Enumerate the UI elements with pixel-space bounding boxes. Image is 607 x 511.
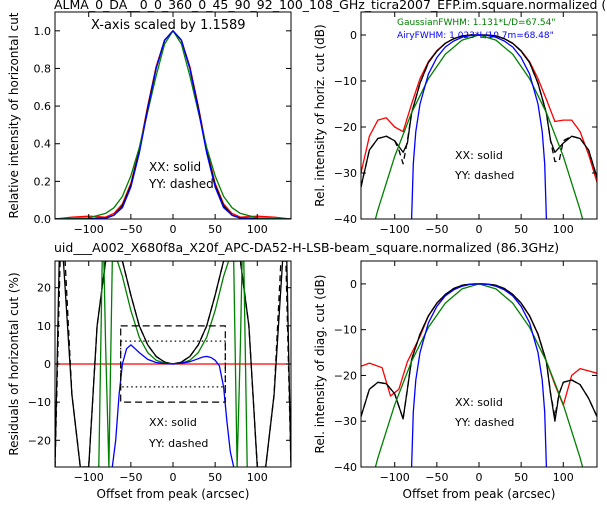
y-tick-label: −10	[28, 396, 51, 409]
y-tick-label: −20	[334, 369, 357, 382]
figure-title-top: ALMA_0_DA__0_0_360_0_45_90_92_100_108_GH…	[54, 0, 606, 12]
y-tick-label: −40	[334, 461, 357, 474]
y-tick-label: −30	[334, 415, 357, 428]
annotation: YY: dashed	[454, 169, 514, 182]
x-axis-label: Offset from peak (arcsec)	[403, 487, 556, 501]
series-line-blue-solid	[111, 344, 235, 467]
y-axis-label: Rel. intensity of diag. cut (dB)	[313, 275, 327, 454]
y-tick-label: 1.0	[34, 25, 52, 38]
y-tick-label: 0	[350, 29, 357, 42]
y-tick-label: −10	[334, 75, 357, 88]
y-tick-label: 10	[37, 320, 51, 333]
x-tick-label: −50	[119, 471, 142, 484]
y-tick-label: 0.6	[34, 100, 52, 113]
y-tick-label: −30	[334, 167, 357, 180]
annotation: X-axis scaled by 1.1589	[91, 18, 246, 33]
annotation: YY: dashed	[148, 177, 214, 191]
axes-frame	[360, 11, 598, 220]
y-tick-label: 0.8	[34, 62, 52, 75]
x-tick-label: −100	[74, 223, 104, 236]
annotation: YY: dashed	[148, 437, 208, 450]
plot-area	[361, 283, 597, 467]
annotation: XX: solid	[455, 149, 503, 162]
series-line-black-dotted-box	[120, 340, 226, 388]
y-axis-label: Rel. intensity of horiz. cut (dB)	[313, 24, 327, 206]
y-tick-label: −40	[334, 213, 357, 226]
x-tick-label: 0	[476, 471, 483, 484]
x-tick-label: 50	[514, 471, 528, 484]
x-tick-label: 50	[514, 223, 528, 236]
y-tick-label: 0	[44, 358, 51, 371]
x-tick-label: 100	[553, 223, 574, 236]
x-tick-label: 100	[247, 223, 268, 236]
plot-area	[55, 261, 291, 467]
y-axis-label: Relative intensity of horizontal cut	[7, 12, 21, 218]
series-line-black-dashed	[361, 34, 597, 187]
annotation: GaussianFWHM: 1.131*L/D=67.54"	[397, 18, 555, 28]
annotation: XX: solid	[149, 160, 201, 174]
y-tick-label: 0	[350, 278, 357, 291]
series-line-blue-solid	[410, 34, 548, 219]
annotation: XX: solid	[455, 396, 503, 409]
y-tick-label: −20	[334, 121, 357, 134]
series-line-blue-solid	[410, 283, 548, 467]
y-axis-label: Residuals of horizontal cut (%)	[7, 272, 21, 455]
x-axis-label: Offset from peak (arcsec)	[97, 487, 250, 501]
y-tick-label: 0.0	[34, 213, 52, 226]
annotation: XX: solid	[149, 416, 197, 429]
series-line-blue-solid	[55, 30, 291, 219]
annotation: YY: dashed	[454, 416, 514, 429]
x-tick-label: 0	[170, 223, 177, 236]
series-line-black-dashed-box	[120, 325, 226, 403]
panel-top-left: −100 −50 0 50 100 0.0 0.2 0.4 0.6 0.8 1.0 Relative …	[7, 11, 292, 236]
x-tick-label: 100	[247, 471, 268, 484]
figure-title-middle: uid___A002_X680f8a_X20f_APC-DA52-H-LSB-b…	[54, 240, 559, 255]
y-tick-label: −20	[28, 434, 51, 447]
y-tick-label: 20	[37, 282, 51, 295]
series-line-black-solid	[361, 34, 597, 187]
x-tick-label: −100	[74, 471, 104, 484]
x-tick-label: −50	[425, 471, 448, 484]
x-tick-label: −100	[380, 223, 410, 236]
x-tick-label: −50	[119, 223, 142, 236]
axes-frame	[360, 260, 598, 468]
x-tick-label: 100	[553, 471, 574, 484]
y-tick-label: 0.2	[34, 175, 52, 188]
x-tick-label: −50	[425, 223, 448, 236]
x-tick-label: 50	[208, 223, 222, 236]
plot-area	[55, 30, 291, 219]
plot-area	[361, 34, 597, 219]
y-tick-label: 0.4	[34, 138, 52, 151]
x-tick-label: 0	[476, 223, 483, 236]
x-tick-label: 50	[208, 471, 222, 484]
y-tick-label: −10	[334, 324, 357, 337]
annotation: AiryFWHM: 1.023*L/10.7m=68.48"	[397, 31, 554, 41]
x-tick-label: 0	[170, 471, 177, 484]
x-tick-label: −100	[380, 471, 410, 484]
